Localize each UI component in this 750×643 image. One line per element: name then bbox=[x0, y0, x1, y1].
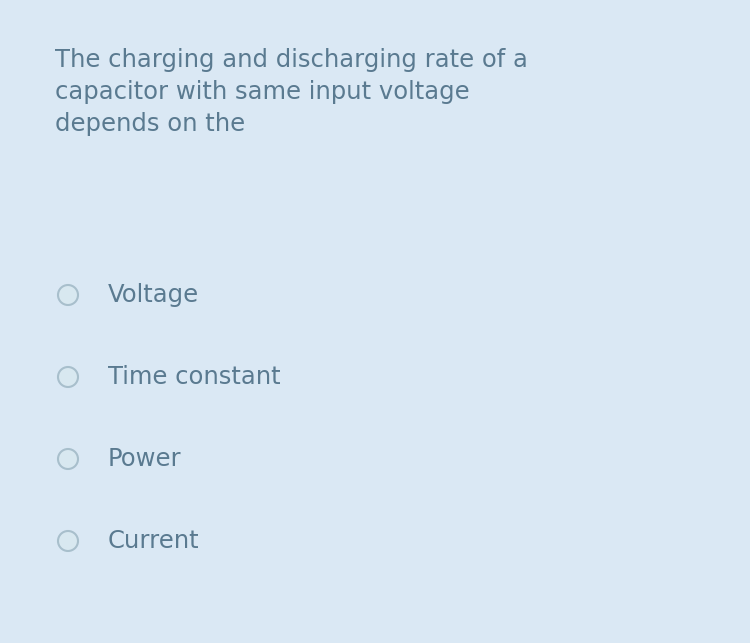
Text: Current: Current bbox=[108, 529, 200, 553]
Circle shape bbox=[58, 367, 78, 387]
Text: capacitor with same input voltage: capacitor with same input voltage bbox=[55, 80, 470, 104]
Circle shape bbox=[58, 285, 78, 305]
Circle shape bbox=[58, 449, 78, 469]
Text: Time constant: Time constant bbox=[108, 365, 280, 389]
Text: The charging and discharging rate of a: The charging and discharging rate of a bbox=[55, 48, 528, 72]
Circle shape bbox=[58, 531, 78, 551]
Text: Voltage: Voltage bbox=[108, 283, 200, 307]
Text: depends on the: depends on the bbox=[55, 112, 245, 136]
Text: Power: Power bbox=[108, 447, 182, 471]
